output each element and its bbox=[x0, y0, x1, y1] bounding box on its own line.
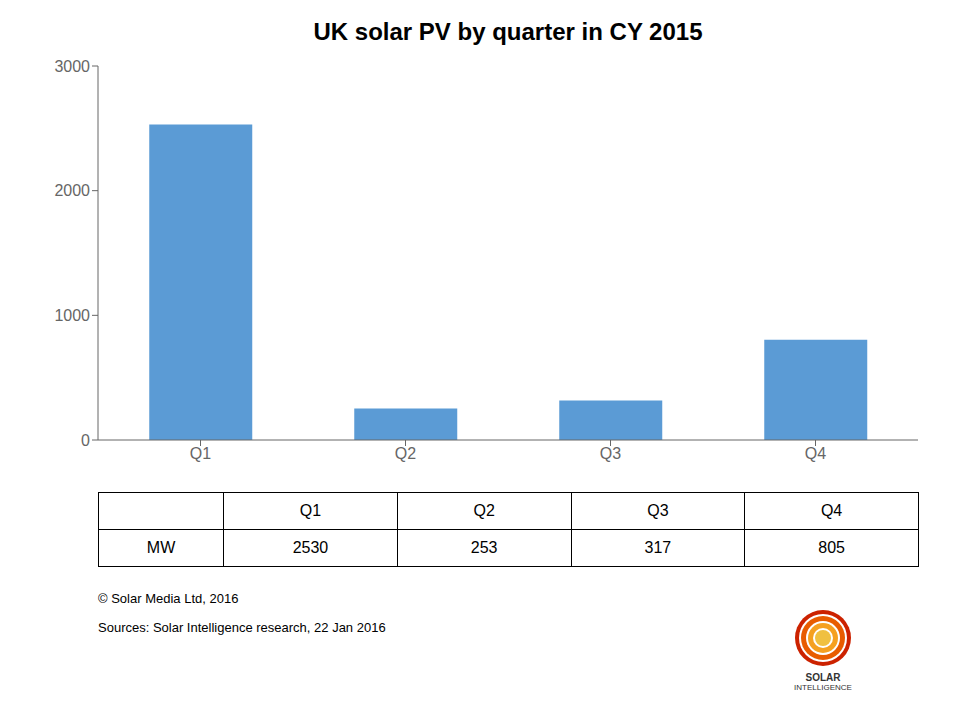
svg-text:3000: 3000 bbox=[54, 58, 90, 75]
html-text:INTELLIGENCE: INTELLIGENCE bbox=[794, 683, 852, 692]
html-text:Q4: Q4 bbox=[820, 502, 843, 519]
html-text:253: 253 bbox=[470, 539, 498, 556]
html-text:Q2: Q2 bbox=[473, 502, 495, 519]
html-text:MW: MW bbox=[146, 539, 176, 556]
html-text:UK solar PV by quarter in CY 2: UK solar PV by quarter in CY 2015 bbox=[313, 18, 703, 45]
svg-text:1000: 1000 bbox=[54, 307, 90, 324]
svg-text:Q2: Q2 bbox=[395, 445, 416, 462]
svg-text:0: 0 bbox=[81, 432, 90, 449]
html-text:SOLAR: SOLAR bbox=[805, 672, 841, 683]
html-text:© Solar Media Ltd, 2016: © Solar Media Ltd, 2016 bbox=[98, 591, 239, 606]
svg-text:2000: 2000 bbox=[54, 182, 90, 199]
html-text:2530: 2530 bbox=[292, 539, 329, 556]
svg-text:Q4: Q4 bbox=[805, 445, 826, 462]
html-text:Q1: Q1 bbox=[299, 502, 322, 519]
html-text:317: 317 bbox=[644, 539, 672, 556]
html-text:805: 805 bbox=[818, 539, 845, 556]
html-text:Sources: Solar Intelligence re: Sources: Solar Intelligence research, 22… bbox=[98, 620, 386, 635]
svg-text:Q3: Q3 bbox=[600, 445, 621, 462]
html-text:Q3: Q3 bbox=[647, 502, 669, 519]
svg-text:Q1: Q1 bbox=[190, 445, 211, 462]
